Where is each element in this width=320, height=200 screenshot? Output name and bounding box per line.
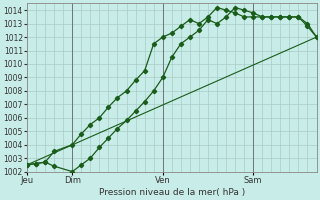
X-axis label: Pression niveau de la mer( hPa ): Pression niveau de la mer( hPa ) <box>99 188 245 197</box>
